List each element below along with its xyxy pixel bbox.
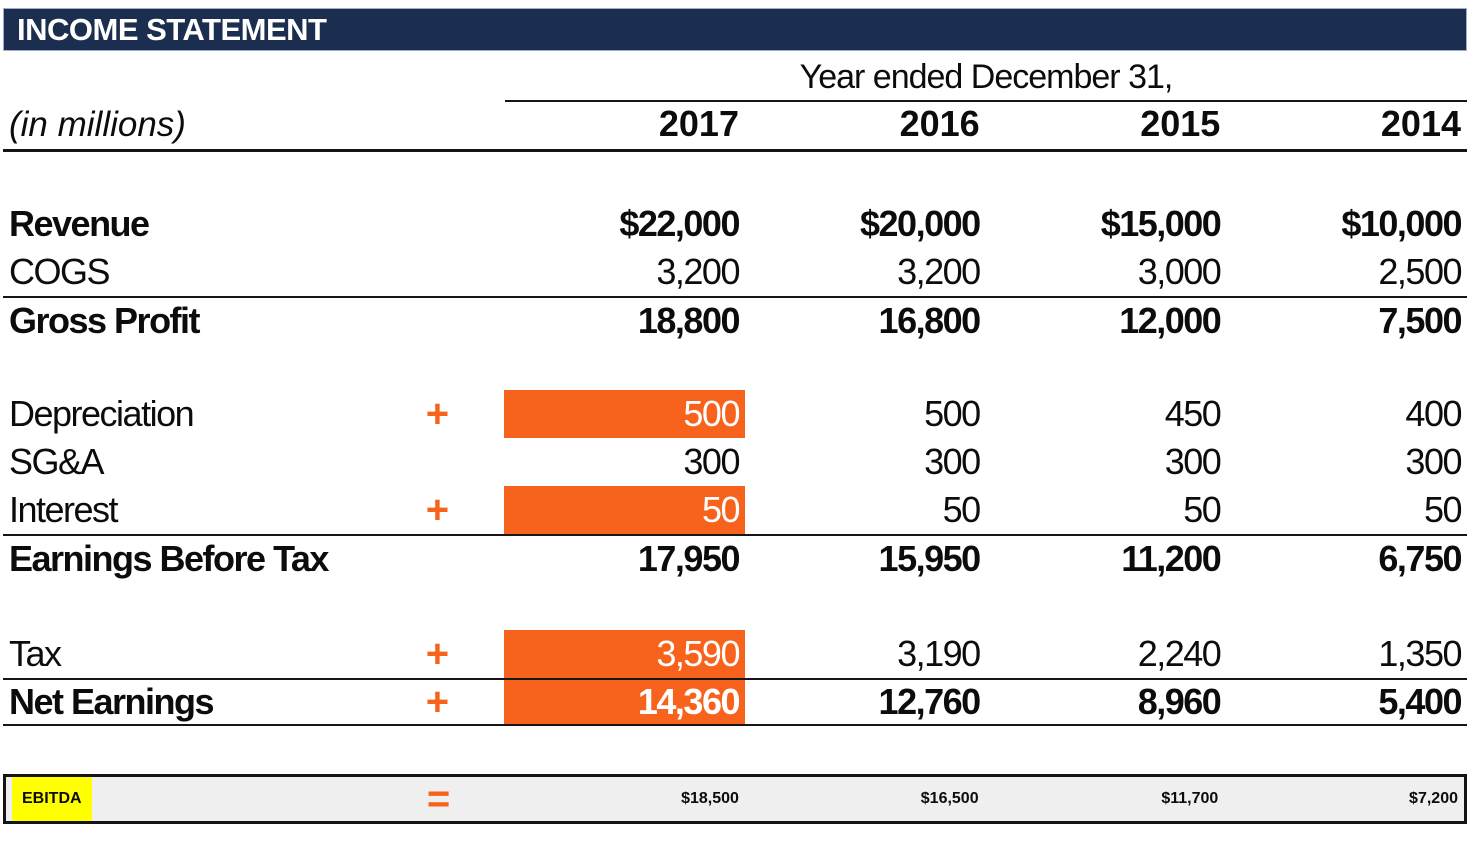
sga-op — [414, 438, 460, 486]
op-header-cell — [414, 102, 460, 149]
row-revenue: Revenue $22,000 $20,000 $15,000 $10,000 — [3, 200, 1467, 248]
column-header-row: (in millions) 2017 2016 2015 2014 — [3, 102, 1467, 152]
gap-cell — [460, 438, 504, 486]
gross-profit-2016-cell: 16,800 — [878, 300, 982, 341]
revenue-label: Revenue — [9, 203, 150, 244]
gap-cell — [460, 536, 504, 582]
spacer-row — [3, 344, 1467, 390]
ebitda-label-cell: EBITDA — [6, 777, 416, 821]
ebitda-label-highlight: EBITDA — [12, 777, 92, 821]
sga-2016-cell: 300 — [924, 441, 981, 482]
period-header-row: Year ended December 31, — [3, 58, 1467, 102]
depreciation-plus-operator: + — [425, 391, 450, 436]
ebt-2017-cell: 17,950 — [637, 538, 741, 579]
unit-note: (in millions) — [9, 105, 186, 144]
year-header-2016: 2016 — [899, 103, 980, 144]
depreciation-2014-cell: 400 — [1405, 393, 1462, 434]
revenue-2016-cell: $20,000 — [860, 203, 981, 244]
gap-cell — [461, 777, 505, 821]
tax-2015-cell: 2,240 — [1137, 633, 1222, 674]
interest-2017-input-cell[interactable]: 50 — [504, 486, 745, 534]
net-earnings-label: Net Earnings — [9, 681, 215, 722]
gap-cell — [460, 102, 504, 149]
ebt-op — [414, 536, 460, 582]
gap-cell — [460, 298, 504, 344]
depreciation-2015-cell: 450 — [1164, 393, 1222, 434]
tax-plus-operator: + — [425, 631, 450, 676]
gap-cell — [460, 248, 504, 296]
cogs-label: COGS — [9, 251, 111, 292]
revenue-2015-cell: $15,000 — [1100, 203, 1222, 244]
ebt-2016-cell: 15,950 — [878, 538, 982, 579]
row-net-earnings: Net Earnings + 14,360 12,760 8,960 5,400 — [3, 678, 1467, 726]
interest-2016-cell: 50 — [942, 489, 982, 530]
spacer-row — [3, 582, 1467, 630]
ebitda-equals-operator: = — [426, 776, 451, 821]
gross-profit-2017-cell: 18,800 — [637, 300, 741, 341]
cogs-op — [414, 248, 460, 296]
depreciation-2016-cell: 500 — [924, 393, 981, 434]
interest-2014-cell: 50 — [1423, 489, 1463, 530]
period-header: Year ended December 31, — [505, 58, 1467, 102]
ebitda-2017-cell: $18,500 — [681, 790, 739, 807]
ebt-2015-cell: 11,200 — [1121, 538, 1222, 579]
tax-2016-cell: 3,190 — [897, 633, 981, 674]
year-header-2014: 2014 — [1380, 103, 1461, 144]
depreciation-2017-input-cell[interactable]: 500 — [504, 390, 745, 438]
year-header-2017: 2017 — [658, 103, 739, 144]
ebt-label: Earnings Before Tax — [9, 538, 329, 579]
row-sga: SG&A 300 300 300 300 — [3, 438, 1467, 486]
gap-cell — [460, 200, 504, 248]
gap-cell — [460, 486, 504, 534]
statement-title: INCOME STATEMENT — [17, 12, 327, 47]
ebt-2014-cell: 6,750 — [1378, 538, 1462, 579]
gap-cell — [460, 680, 504, 724]
interest-label: Interest — [9, 489, 119, 530]
spacer-row — [3, 152, 1467, 200]
row-gross-profit: Gross Profit 18,800 16,800 12,000 7,500 — [3, 296, 1467, 344]
ebitda-2016-cell: $16,500 — [920, 790, 979, 807]
row-cogs: COGS 3,200 3,200 3,000 2,500 — [3, 248, 1467, 296]
tax-label: Tax — [9, 633, 62, 674]
income-statement-table: Year ended December 31, (in millions) 20… — [3, 58, 1467, 824]
ebitda-2015-cell: $11,700 — [1161, 790, 1219, 807]
row-interest: Interest + 50 50 50 50 — [3, 486, 1467, 534]
gross-profit-op — [414, 298, 460, 344]
cogs-2014-cell: 2,500 — [1378, 251, 1462, 292]
row-ebitda: EBITDA = $18,500 $16,500 $11,700 $7,200 — [3, 774, 1467, 824]
net-earnings-2015-cell: 8,960 — [1137, 681, 1222, 722]
interest-plus-operator: + — [425, 487, 450, 532]
revenue-2017-cell: $22,000 — [619, 203, 740, 244]
row-depreciation: Depreciation + 500 500 450 400 — [3, 390, 1467, 438]
sga-2017-cell: 300 — [683, 441, 740, 482]
gross-profit-2015-cell: 12,000 — [1119, 300, 1222, 341]
ebitda-2014-cell: $7,200 — [1409, 790, 1458, 807]
cogs-2016-cell: 3,200 — [897, 251, 981, 292]
depreciation-label: Depreciation — [9, 393, 195, 434]
cogs-2017-cell: 3,200 — [656, 251, 740, 292]
sga-label: SG&A — [9, 441, 105, 482]
gap-cell — [460, 390, 504, 438]
gap-cell — [460, 630, 504, 678]
statement-title-bar: INCOME STATEMENT — [3, 8, 1467, 51]
sga-2014-cell: 300 — [1405, 441, 1462, 482]
revenue-2014-cell: $10,000 — [1341, 203, 1462, 244]
net-earnings-2014-cell: 5,400 — [1378, 681, 1462, 722]
net-earnings-2016-cell: 12,760 — [878, 681, 982, 722]
revenue-op — [414, 200, 460, 248]
gross-profit-2014-cell: 7,500 — [1378, 300, 1462, 341]
year-header-2015: 2015 — [1140, 103, 1221, 144]
spacer-row — [3, 726, 1467, 774]
sga-2015-cell: 300 — [1164, 441, 1222, 482]
tax-2014-cell: 1,350 — [1378, 633, 1462, 674]
cogs-2015-cell: 3,000 — [1137, 251, 1222, 292]
net-earnings-2017-input-cell[interactable]: 14,360 — [504, 680, 745, 724]
gross-profit-label: Gross Profit — [9, 300, 201, 341]
interest-2015-cell: 50 — [1183, 489, 1222, 530]
row-tax: Tax + 3,590 3,190 2,240 1,350 — [3, 630, 1467, 678]
net-earnings-plus-operator: + — [425, 679, 450, 724]
tax-2017-input-cell[interactable]: 3,590 — [504, 630, 745, 678]
row-earnings-before-tax: Earnings Before Tax 17,950 15,950 11,200… — [3, 534, 1467, 582]
